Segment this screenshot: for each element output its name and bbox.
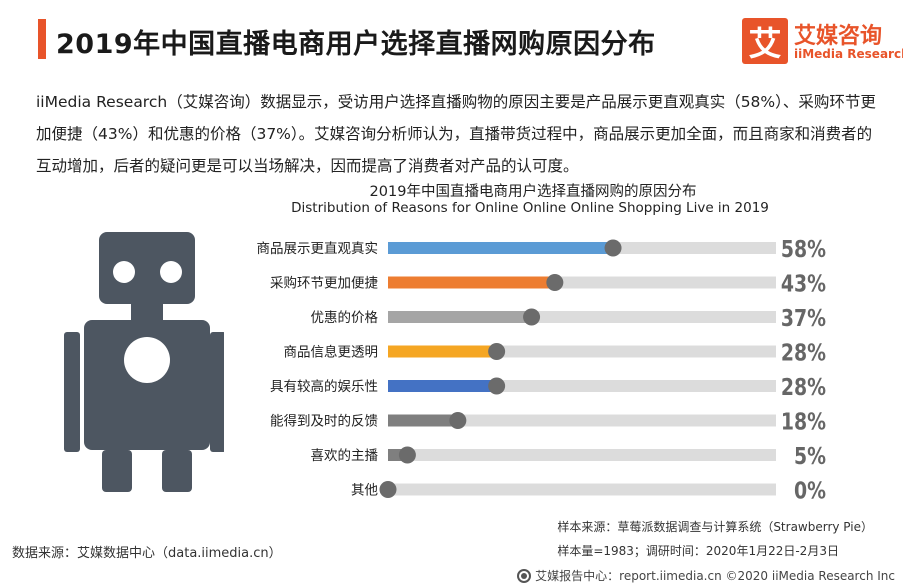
logo-mark: 艾 xyxy=(742,18,788,64)
category-label: 商品信息更透明 xyxy=(284,344,379,361)
bar-end-knob xyxy=(379,481,397,498)
intro-paragraph: iiMedia Research（艾媒咨询）数据显示，受访用户选择直播购物的原因… xyxy=(36,93,876,175)
sample-info: 样本量=1983；调研时间：2020年1月22日-2月3日 xyxy=(557,544,839,558)
value-label: 0% xyxy=(794,477,826,504)
iimedia-logo: 艾 艾媒咨询 iiMedia Research xyxy=(742,18,903,64)
data-source: 数据来源：艾媒数据中心（data.iimedia.cn） xyxy=(12,546,282,561)
value-label: 37% xyxy=(781,304,826,331)
category-label: 喜欢的主播 xyxy=(311,448,379,464)
logo-name-cn: 艾媒咨询 xyxy=(794,24,883,49)
category-label: 采购环节更加便捷 xyxy=(270,276,378,292)
value-label: 28% xyxy=(781,373,826,400)
bar xyxy=(388,345,497,358)
bar-track xyxy=(388,449,776,461)
footer: 艾媒报告中心：report.iimedia.cn ©2020 iiMedia R… xyxy=(517,567,895,584)
bar xyxy=(388,276,555,289)
bar-track xyxy=(388,414,776,427)
robot-illustration xyxy=(64,232,224,492)
footer-text: 艾媒报告中心：report.iimedia.cn ©2020 iiMedia R… xyxy=(535,569,895,583)
logo-name-en: iiMedia Research xyxy=(794,47,903,61)
value-label: 43% xyxy=(781,270,826,297)
value-label: 5% xyxy=(794,442,826,469)
bar-end-knob xyxy=(488,377,506,395)
bar xyxy=(388,311,532,323)
category-label: 具有较高的娱乐性 xyxy=(270,378,378,395)
bar xyxy=(388,414,458,427)
bar-track xyxy=(388,483,776,496)
value-label: 28% xyxy=(781,339,826,366)
category-label: 能得到及时的反馈 xyxy=(270,413,378,430)
bar-end-knob xyxy=(488,343,506,360)
value-label: 18% xyxy=(781,408,826,435)
bar-end-knob xyxy=(449,412,467,429)
page-title: 2019年中国直播电商用户选择直播网购原因分布 xyxy=(56,29,656,60)
category-label: 优惠的价格 xyxy=(311,310,379,326)
bar-end-knob xyxy=(398,446,416,464)
category-label: 商品展示更直观真实 xyxy=(257,241,379,257)
value-label: 58% xyxy=(781,235,826,262)
bar xyxy=(388,242,614,254)
footer-logo-icon xyxy=(517,568,532,583)
bar-end-knob xyxy=(546,274,564,291)
chart-title: 2019年中国直播电商用户选择直播网购的原因分布 xyxy=(369,184,697,200)
bar-end-knob xyxy=(523,308,541,326)
sample-notes: 样本来源：草莓派数据调查与计算系统（Strawberry Pie） 样本量=19… xyxy=(557,515,873,563)
bar xyxy=(388,380,497,392)
category-label: 其他 xyxy=(351,483,378,499)
bar-end-knob xyxy=(604,239,622,257)
chart-subtitle: Distribution of Reasons for Online Onlin… xyxy=(291,200,769,216)
title-accent-bar xyxy=(38,19,46,59)
sample-source: 样本来源：草莓派数据调查与计算系统（Strawberry Pie） xyxy=(557,520,873,534)
